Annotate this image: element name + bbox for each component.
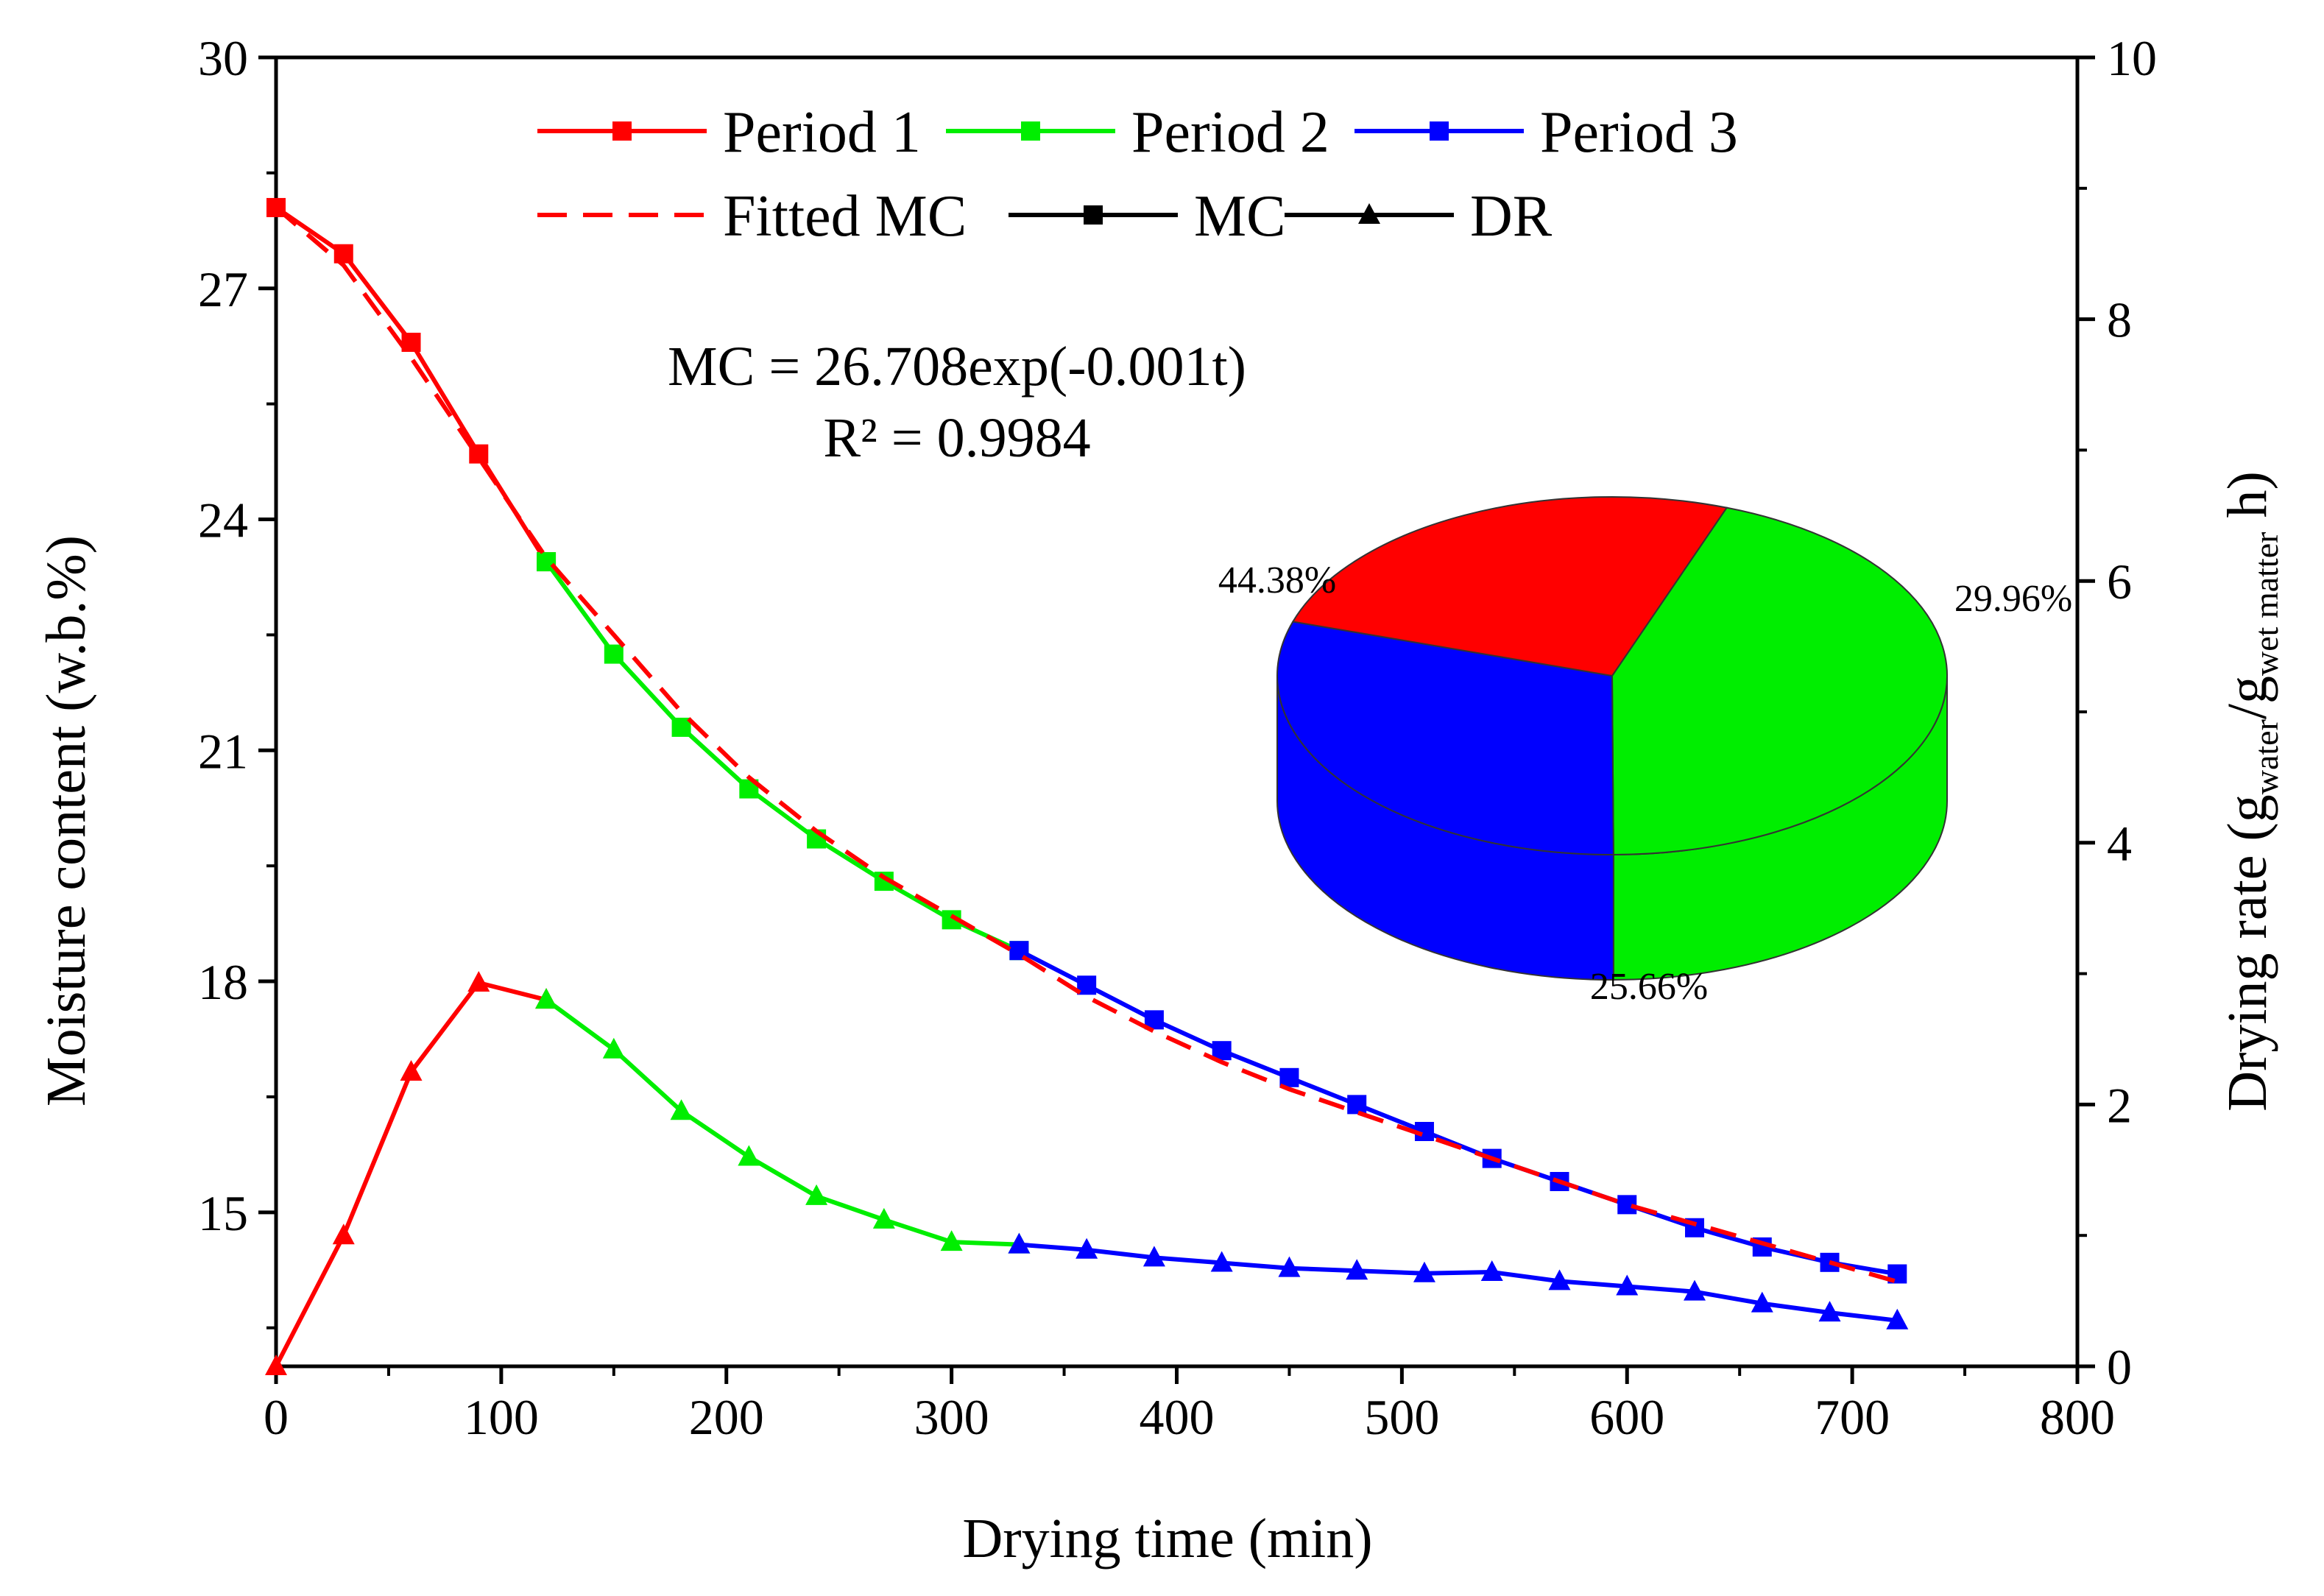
dr-point: [400, 1059, 423, 1081]
mc-point: [1279, 1067, 1299, 1087]
y-right-tick-label: 2: [2107, 1077, 2132, 1133]
r-squared-annotation: R² = 0.9984: [823, 407, 1090, 469]
dr-point: [265, 1355, 287, 1375]
pie-slice: [1276, 621, 1614, 856]
x-tick-label: 200: [689, 1389, 764, 1445]
pie-slice: [1291, 496, 1728, 677]
pie-slice-label: 44.38%: [1218, 559, 1336, 601]
y-right-title-sub1: water: [2247, 719, 2285, 794]
y-right-tick-label: 8: [2107, 292, 2132, 348]
mc-line: [1018, 948, 1898, 1277]
y-left-tick-label: 18: [198, 954, 248, 1010]
mc-point: [1347, 1095, 1367, 1115]
legend-label: Period 1: [723, 100, 921, 165]
dr-point: [1548, 1269, 1571, 1290]
dr-line: [545, 998, 1020, 1247]
pie-slice-label: 29.96%: [1954, 578, 2072, 620]
y-left-tick-label: 15: [198, 1185, 248, 1241]
dr-point: [332, 1224, 355, 1245]
dr-point: [670, 1099, 693, 1120]
legend-label: Period 3: [1540, 100, 1738, 165]
mc-point: [401, 332, 421, 352]
dr-point: [1480, 1260, 1503, 1281]
dr-point: [467, 971, 490, 992]
y-right-axis-ticks: 0 2 4 6 8 10: [2077, 30, 2157, 1395]
x-tick-label: 400: [1140, 1389, 1215, 1445]
y-left-axis-title: Moisture content (w.b.%): [35, 535, 97, 1106]
dr-point: [738, 1145, 760, 1166]
legend-label: Period 2: [1131, 100, 1329, 165]
legend-marker: [1358, 203, 1380, 224]
dr-point: [1413, 1261, 1435, 1282]
legend-label: DR: [1470, 184, 1553, 249]
mc-point: [333, 244, 353, 264]
y-left-tick-label: 30: [198, 30, 248, 86]
legend-marker: [1021, 121, 1040, 141]
dr-point: [1346, 1259, 1368, 1280]
dr-point: [1142, 1246, 1165, 1267]
dr-point: [1818, 1301, 1841, 1322]
y-right-title-sub2: wet matter: [2247, 532, 2285, 676]
x-tick-label: 0: [264, 1389, 289, 1445]
mc-line: [544, 560, 1020, 953]
x-axis-title: Drying time (min): [962, 1508, 1372, 1569]
dr-point: [1008, 1232, 1031, 1254]
dr-point: [1210, 1251, 1233, 1272]
y-right-tick-label: 10: [2107, 30, 2157, 86]
legend-label: MC: [1194, 184, 1286, 249]
x-tick-label: 500: [1364, 1389, 1439, 1445]
dr-point: [1278, 1256, 1301, 1277]
y-right-tick-label: 0: [2107, 1339, 2132, 1395]
dr-point: [805, 1184, 828, 1205]
y-left-axis-ticks: 15 18 21 24 27 30: [198, 30, 276, 1330]
dr-point: [535, 988, 558, 1009]
x-tick-label: 600: [1589, 1389, 1664, 1445]
dr-point: [940, 1230, 963, 1251]
y-right-title-mid: /g: [2217, 676, 2278, 719]
legend-marker: [1430, 121, 1449, 141]
mc-line: [275, 205, 548, 563]
pie-slice: [1611, 506, 1948, 856]
y-right-tick-label: 6: [2107, 554, 2132, 610]
x-tick-label: 300: [914, 1389, 989, 1445]
y-right-title-end: h): [2217, 471, 2278, 532]
y-left-tick-label: 24: [198, 492, 248, 548]
dr-point: [872, 1207, 895, 1229]
legend-marker: [1084, 205, 1103, 225]
pie-chart-inset: 44.38% 29.96% 25.66%: [1218, 496, 2072, 1008]
y-right-tick-label: 4: [2107, 816, 2132, 872]
dr-line: [274, 981, 547, 1368]
dr-point: [1684, 1279, 1706, 1301]
dr-point: [1076, 1237, 1098, 1259]
y-right-title-main: Drying rate (g: [2217, 794, 2278, 1112]
pie-slice-label: 25.66%: [1590, 966, 1708, 1008]
x-axis-ticks: 0 100 200 300 400 500 600 700 800: [264, 1366, 2115, 1445]
x-tick-label: 800: [2040, 1389, 2115, 1445]
mc-point: [604, 644, 624, 664]
dr-point: [602, 1037, 625, 1059]
x-tick-label: 100: [464, 1389, 539, 1445]
equation-annotation: MC = 26.708exp(-0.001t): [668, 336, 1246, 398]
drying-rate-series: [265, 971, 1909, 1375]
x-tick-label: 700: [1815, 1389, 1890, 1445]
dr-line: [1019, 1242, 1898, 1323]
legend: Period 1 Period 2 Period 3 Fitted MC MC DR: [537, 100, 1738, 249]
y-left-tick-label: 27: [198, 261, 248, 317]
dr-point: [1751, 1291, 1773, 1313]
dr-point: [1886, 1308, 1909, 1330]
y-left-tick-label: 21: [198, 723, 248, 779]
legend-marker: [612, 121, 632, 141]
legend-label: Fitted MC: [723, 184, 967, 249]
y-right-axis-title: Drying rate (gwater/gwet matter h): [2217, 471, 2285, 1112]
dr-point: [1616, 1274, 1639, 1296]
